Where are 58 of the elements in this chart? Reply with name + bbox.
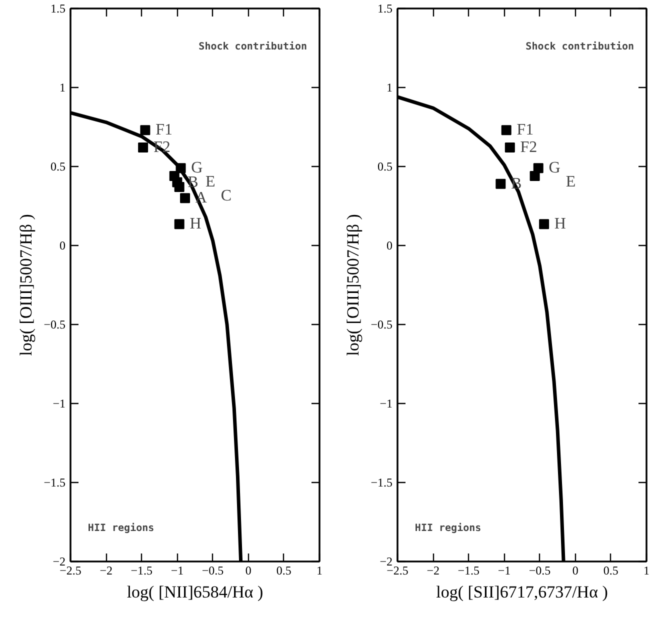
x-tick-label: 1: [316, 564, 322, 578]
y-tick-label: −2: [52, 554, 66, 568]
x-axis-title: log( [NII]6584/Hα ): [126, 582, 264, 602]
x-tick-label: 0.5: [276, 564, 292, 578]
y-tick-label: −2: [380, 554, 393, 568]
annotation: H: [554, 216, 566, 233]
y-tick-label: −0.5: [370, 318, 393, 332]
annotation: H: [190, 216, 202, 233]
x-tick-label: 0.5: [603, 564, 618, 578]
point: [496, 178, 506, 189]
x-tick-label: −2: [426, 564, 440, 578]
point: [530, 170, 540, 181]
y-tick-label: −0.5: [44, 318, 66, 332]
point: [501, 125, 512, 136]
y-axis-title: log( [OIII]5007/Hβ ): [344, 214, 363, 356]
y-tick-label: −1: [52, 396, 66, 410]
y-tick-label: −1.5: [370, 476, 393, 490]
point: [504, 142, 515, 153]
y-tick-label: −1: [380, 396, 393, 410]
y-tick-label: 0: [386, 238, 392, 252]
annotation: F1: [156, 122, 172, 139]
annotation: Shock contribution: [526, 40, 634, 53]
y-tick-label: 1: [60, 80, 66, 94]
x-tick-label: 1: [644, 564, 650, 578]
y-tick-label: 0.5: [378, 160, 392, 174]
x-tick-label: 0: [245, 564, 252, 578]
annotation: G: [548, 160, 561, 177]
annotation: F2: [520, 139, 538, 156]
y-tick-label: 0: [60, 238, 66, 252]
y-tick-label: 1.5: [50, 2, 66, 16]
annotation: HII regions: [88, 522, 154, 534]
x-axis-title: log( [SII]6717,6737/Hα ): [436, 582, 608, 602]
x-tick-label: −2: [100, 564, 112, 578]
point: [138, 142, 148, 153]
y-axis-title: log( [OIII]5007/Hβ ): [16, 214, 36, 356]
annotation: E: [566, 173, 576, 190]
y-tick-label: 0.5: [50, 160, 66, 174]
point: [180, 193, 190, 204]
x-tick-label: −0.5: [202, 564, 224, 578]
x-tick-label: −1: [498, 564, 511, 578]
annotation: E: [205, 173, 216, 190]
annotation: HII regions: [414, 522, 482, 534]
annotation: F1: [516, 122, 534, 139]
annotation: Shock contribution: [198, 40, 308, 53]
annotation: G: [191, 160, 204, 177]
x-tick-label: 0: [572, 564, 578, 578]
y-tick-label: 1: [386, 80, 392, 94]
x-tick-label: −1: [170, 564, 184, 578]
x-tick-label: −1.5: [130, 564, 153, 578]
x-tick-label: −0.5: [528, 564, 551, 578]
point: [174, 182, 184, 192]
annotation: C: [220, 188, 232, 205]
point: [539, 219, 550, 230]
point: [140, 125, 150, 136]
y-tick-label: 1.5: [378, 2, 392, 16]
x-tick-label: −1.5: [458, 564, 480, 578]
point: [174, 219, 184, 230]
y-tick-label: −1.5: [44, 476, 66, 490]
